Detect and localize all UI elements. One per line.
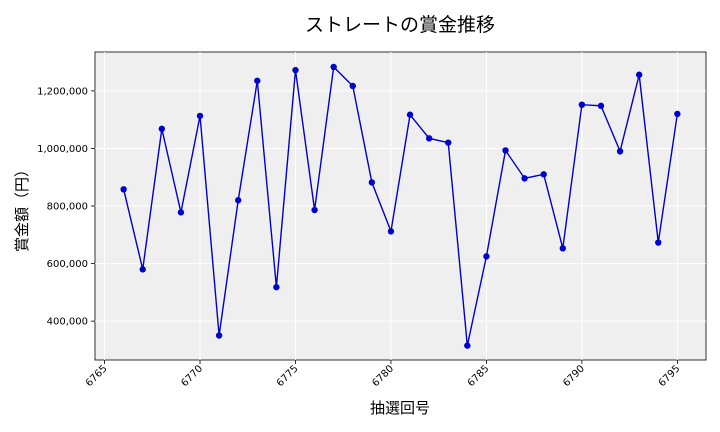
data-point: [158, 125, 166, 133]
data-point: [483, 253, 490, 260]
x-tick-label: 6790: [561, 363, 587, 389]
data-point: [311, 206, 318, 214]
data-point: [273, 283, 280, 291]
data-point: [349, 82, 356, 90]
y-tick-label: 800,000: [47, 202, 88, 213]
y-tick-label: 1,000,000: [37, 144, 88, 155]
data-point: [196, 112, 204, 120]
data-point: [521, 175, 528, 182]
data-point: [215, 332, 223, 339]
data-point: [597, 102, 605, 110]
data-point: [292, 66, 299, 74]
x-tick-label: 6785: [466, 363, 492, 389]
data-point: [139, 266, 146, 273]
data-point: [616, 148, 624, 155]
x-tick-label: 6775: [275, 363, 301, 389]
y-axis-title: 賞金額（円）: [13, 162, 31, 252]
data-point: [578, 101, 586, 108]
x-tick-label: 6780: [370, 363, 396, 389]
data-point: [120, 186, 127, 193]
grid-lines: [95, 52, 706, 360]
data-point: [674, 110, 681, 118]
data-point: [425, 135, 433, 142]
x-tick-label: 6770: [179, 363, 205, 389]
data-point: [235, 197, 242, 204]
data-point: [655, 239, 662, 246]
data-point: [368, 179, 376, 186]
chart-title: ストレートの賞金推移: [305, 14, 495, 36]
data-point: [445, 139, 452, 146]
data-point: [540, 171, 547, 178]
data-point: [635, 71, 643, 78]
data-point: [502, 147, 509, 154]
data-point: [387, 228, 395, 235]
data-point: [559, 245, 566, 252]
data-point: [177, 209, 185, 216]
x-axis-title: 抽選回号: [370, 399, 430, 417]
y-tick-label: 1,200,000: [37, 86, 88, 97]
x-tick-label: 6795: [657, 363, 683, 389]
data-series: [120, 63, 681, 349]
data-point: [464, 342, 471, 349]
y-tick-label: 400,000: [47, 317, 88, 328]
data-point: [254, 77, 261, 84]
data-point: [406, 111, 414, 118]
data-point: [330, 63, 337, 71]
y-tick-label: 600,000: [47, 259, 88, 270]
x-tick-label: 6765: [84, 363, 110, 389]
